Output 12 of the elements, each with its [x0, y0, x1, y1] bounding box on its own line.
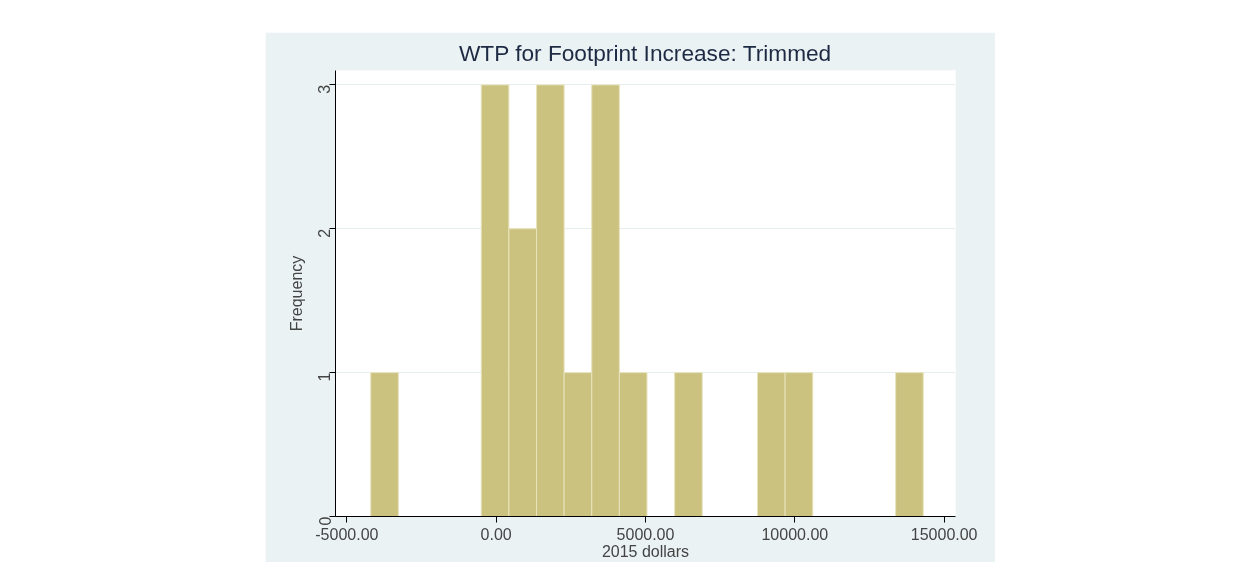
y-tick-label: 2	[316, 228, 334, 238]
x-axis-title: 2015 dollars	[601, 542, 690, 560]
y-tick-label: 3	[316, 84, 334, 94]
x-tick-label: 15000.00	[910, 525, 978, 543]
x-tick-label: 5000.00	[616, 525, 675, 543]
y-tick-label: 1	[316, 372, 334, 382]
chart-title: WTP for Footprint Increase: Trimmed	[458, 39, 832, 66]
y-tick-label: 0	[316, 516, 334, 526]
x-tick-label: -5000.00	[315, 525, 379, 543]
x-tick-label: 10000.00	[761, 525, 829, 543]
x-tick-label: 0.00	[480, 525, 512, 543]
y-axis-title: Frequency	[287, 255, 305, 332]
